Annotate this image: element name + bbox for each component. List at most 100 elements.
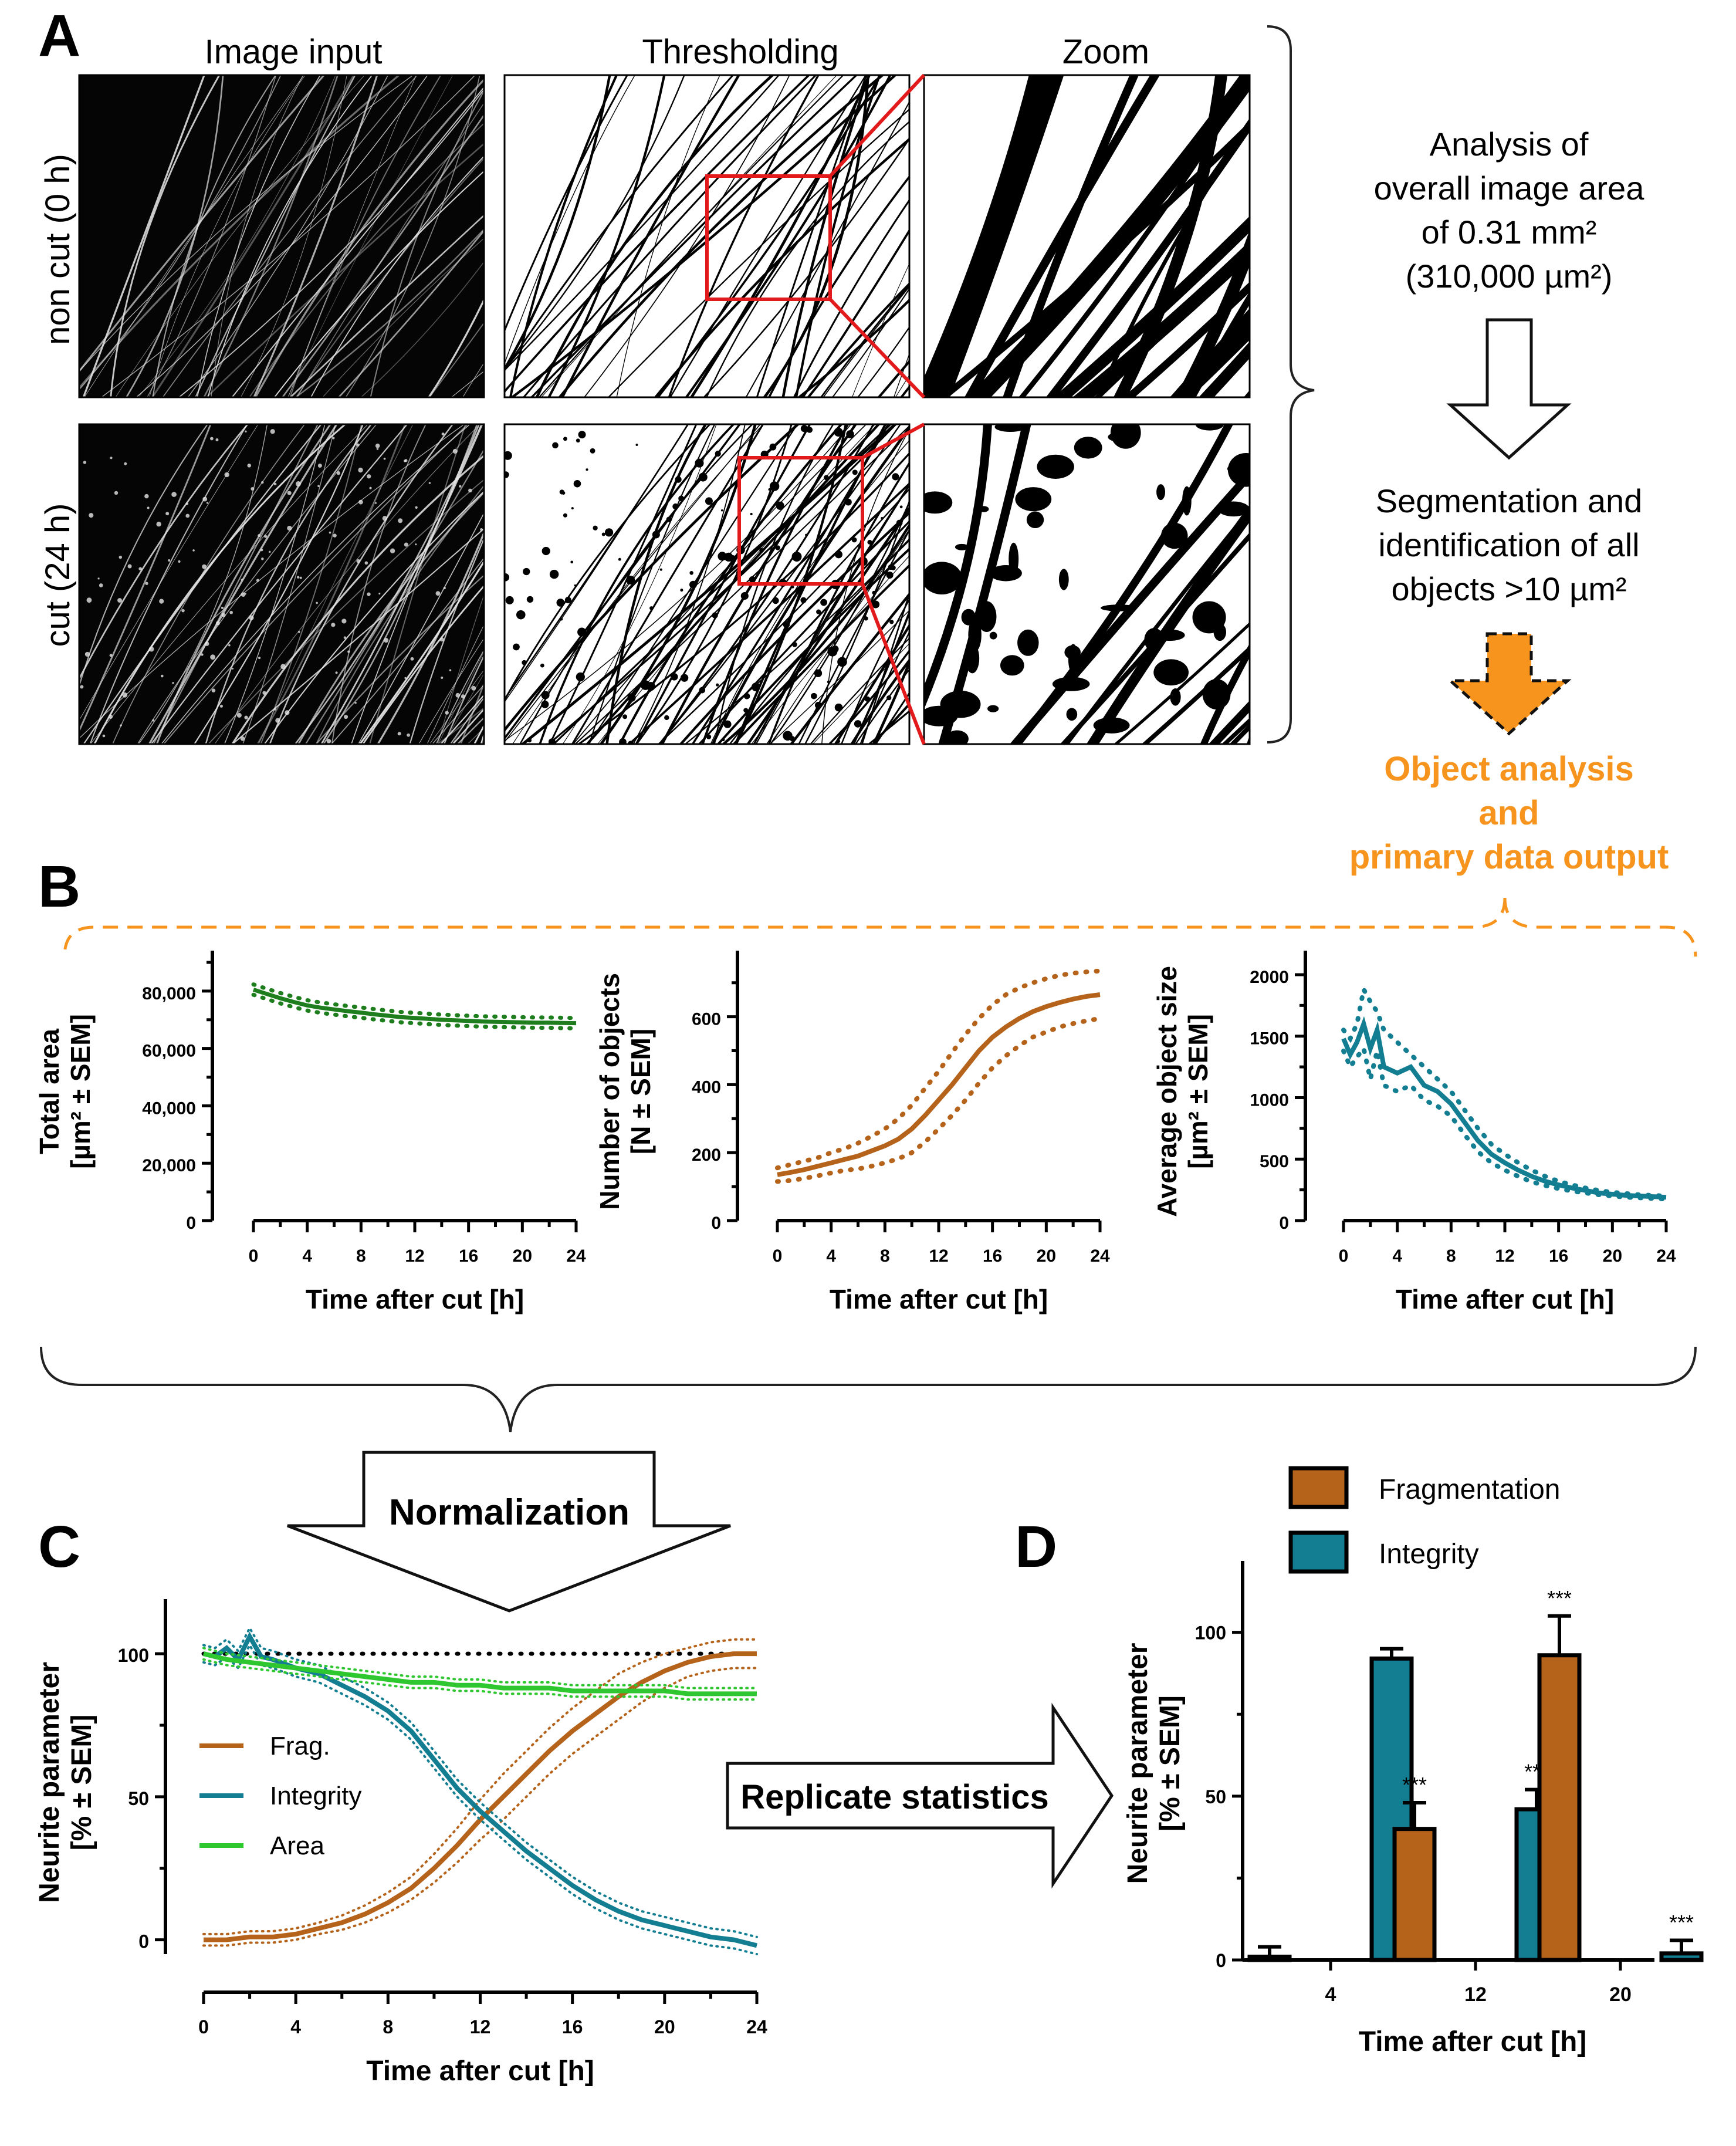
fiber — [679, 511, 909, 744]
col-title-zoom: Zoom — [1062, 33, 1149, 71]
fiber — [713, 424, 834, 744]
debris-dot — [827, 680, 830, 684]
debris-dot — [791, 552, 802, 562]
fiber — [289, 214, 484, 397]
fiber-layer — [505, 424, 909, 744]
fiber — [505, 424, 688, 703]
fiber — [823, 286, 909, 397]
orange-dashed-bracket — [63, 897, 1507, 957]
down-arrow-icon — [1446, 318, 1572, 460]
debris-dot — [842, 588, 845, 591]
fiber — [938, 121, 1250, 397]
debris-dot — [505, 573, 510, 582]
legend-label: Integrity — [1379, 1539, 1479, 1570]
x-tick-label: 16 — [1549, 1246, 1568, 1266]
debris-dot — [210, 654, 216, 660]
fiber — [281, 113, 484, 397]
debris-dot — [806, 427, 813, 433]
debris-blob — [1170, 688, 1181, 706]
fiber — [1200, 643, 1250, 744]
series-line-average-size — [1341, 1016, 1667, 1200]
debris-dot — [415, 543, 417, 546]
debris-dot — [824, 475, 829, 481]
x-axis-label: Time after cut [h] — [830, 1284, 1048, 1314]
y-tick-label: 20,000 — [142, 1156, 196, 1175]
debris-dot — [397, 732, 401, 736]
debris-blob — [1017, 629, 1039, 656]
debris-dot — [261, 557, 264, 560]
bar-fragmentation-12 — [1392, 1827, 1437, 1962]
debris-blob — [1182, 486, 1192, 516]
y-tick-label: 200 — [692, 1145, 721, 1165]
debris-dot — [723, 720, 732, 728]
debris-blob — [1074, 437, 1102, 459]
fiber — [821, 428, 909, 744]
debris-dot — [837, 657, 847, 667]
zoom-line — [861, 583, 926, 745]
fiber — [205, 143, 484, 397]
debris-dot — [664, 715, 669, 721]
y-axis-label: Neurite parameter — [34, 1662, 65, 1903]
debris-dot — [347, 650, 350, 653]
fiber — [295, 228, 484, 397]
debris-dot — [523, 567, 530, 576]
fiber — [100, 75, 476, 397]
debris-dot — [720, 509, 723, 512]
bar-fragmentation-4 — [1247, 1954, 1292, 1962]
debris-dot — [712, 612, 718, 619]
debris-blob — [1202, 679, 1231, 709]
debris-blob — [1064, 645, 1081, 660]
fiber-layer — [924, 75, 1250, 397]
debris-dot — [329, 531, 331, 534]
fiber — [462, 362, 484, 397]
fiber — [1141, 646, 1250, 744]
debris-blob — [989, 631, 997, 640]
debris-dot — [699, 687, 706, 694]
fiber — [79, 75, 282, 391]
micrograph-input-noncut — [78, 74, 485, 398]
debris-blob — [1153, 659, 1189, 686]
debris-dot — [561, 491, 566, 495]
debris-dot — [772, 597, 779, 604]
fiber — [766, 528, 909, 744]
debris-dot — [698, 472, 708, 482]
x-tick-label: 0 — [773, 1246, 783, 1266]
replicate-label: Replicate statistics — [740, 1778, 1048, 1816]
y-tick-label: 50 — [1205, 1786, 1226, 1807]
debris-blob — [1058, 569, 1069, 590]
debris-blob — [1161, 522, 1188, 549]
fiber — [194, 75, 356, 397]
debris-blob — [924, 705, 958, 726]
fiber — [456, 717, 484, 744]
debris-dot — [181, 609, 185, 613]
fiber — [1072, 241, 1250, 397]
fiber — [249, 122, 484, 397]
debris-blob — [955, 543, 969, 550]
fiber — [509, 75, 618, 397]
fiber — [370, 89, 484, 397]
x-tick-label: 0 — [249, 1246, 259, 1266]
fiber — [443, 654, 484, 744]
debris-dot — [627, 693, 636, 702]
tile-border — [503, 423, 911, 745]
fiber — [505, 75, 611, 372]
debris-dot — [618, 557, 621, 561]
fiber — [1086, 504, 1250, 744]
debris-dot — [185, 502, 189, 505]
x-tick-label: 20 — [654, 2016, 675, 2037]
fiber — [632, 424, 746, 744]
fiber — [850, 658, 909, 744]
debris-dot — [83, 461, 87, 464]
debris-blob — [989, 565, 1022, 582]
fiber — [297, 491, 484, 744]
fiber — [755, 484, 909, 744]
debris-dot — [124, 462, 127, 465]
debris-dot — [455, 692, 461, 698]
zoom-box-cut — [737, 456, 864, 586]
debris-dot — [814, 701, 822, 709]
debris-dot — [816, 609, 821, 614]
debris-dot — [864, 616, 868, 621]
x-tick-label: 12 — [405, 1246, 424, 1266]
debris-dot — [731, 685, 735, 689]
legend-label: Integrity — [270, 1782, 362, 1810]
